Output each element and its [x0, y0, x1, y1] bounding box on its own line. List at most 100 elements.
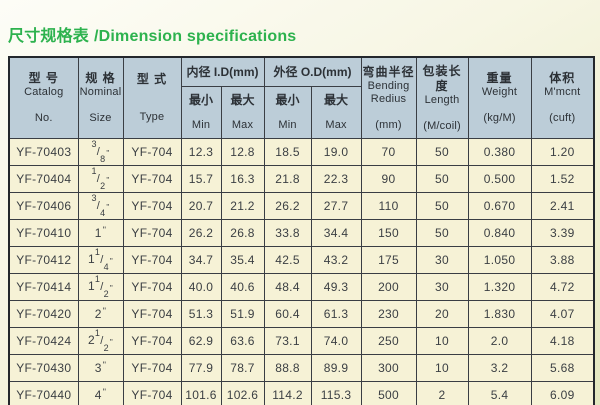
id-min-cell: 20.7 — [180, 192, 222, 220]
header-od-group: 外径 O.D(mm) — [263, 56, 362, 87]
table-body: YF-70403 3/8" YF-704 12.3 12.8 18.5 19.0 70 50 0.… — [8, 138, 595, 405]
od-max-cell: 49.3 — [310, 273, 362, 301]
od-max-cell: 89.9 — [310, 354, 362, 382]
table-row: YF-70403 3/8" YF-704 12.3 12.8 18.5 19.0 70 50 0.… — [8, 138, 595, 166]
table-row: YF-70430 3" YF-704 77.9 78.7 88.8 89.9 300 10 3.2… — [8, 354, 595, 382]
weight-cell: 1.320 — [467, 273, 532, 301]
od-max-cell: 34.4 — [310, 219, 362, 247]
od-min-cell: 18.5 — [263, 138, 312, 166]
catalog-cell: YF-70412 — [8, 246, 79, 274]
header-weight: 重量 Weight (kg/M) — [467, 56, 532, 139]
od-min-cell: 21.8 — [263, 165, 312, 193]
catalog-cell: YF-70403 — [8, 138, 79, 166]
weight-cell: 0.670 — [467, 192, 532, 220]
catalog-cell: YF-70414 — [8, 273, 79, 301]
size-cell: 11/2" — [77, 273, 124, 301]
bending-radius-cell: 90 — [360, 165, 417, 193]
volume-cell: 6.09 — [530, 381, 595, 405]
size-cell: 2" — [77, 300, 124, 328]
weight-cell: 0.840 — [467, 219, 532, 247]
header-id-group: 内径 I.D(mm) — [180, 56, 265, 87]
size-cell: 1/2" — [77, 165, 124, 193]
length-cell: 50 — [415, 219, 469, 247]
header-od-min: 最小 Min — [263, 86, 312, 139]
id-max-cell: 63.6 — [220, 327, 265, 355]
page-title-en: /Dimension specifications — [94, 28, 297, 45]
bending-radius-cell: 500 — [360, 381, 417, 405]
weight-cell: 2.0 — [467, 327, 532, 355]
table-row: YF-70440 4" YF-704 101.6 102.6 114.2 115.3 500 2… — [8, 381, 595, 405]
id-max-cell: 35.4 — [220, 246, 265, 274]
header-bending-radius: 弯曲半径 Bending Redius (mm) — [360, 56, 417, 139]
id-max-cell: 16.3 — [220, 165, 265, 193]
volume-cell: 5.68 — [530, 354, 595, 382]
weight-cell: 1.050 — [467, 246, 532, 274]
bending-radius-cell: 150 — [360, 219, 417, 247]
id-min-cell: 15.7 — [180, 165, 222, 193]
type-cell: YF-704 — [122, 300, 182, 328]
od-max-cell: 22.3 — [310, 165, 362, 193]
weight-cell: 0.500 — [467, 165, 532, 193]
table-row: YF-70412 11/4" YF-704 34.7 35.4 42.5 43.2 175 30… — [8, 246, 595, 274]
id-min-cell: 34.7 — [180, 246, 222, 274]
size-cell: 21/2" — [77, 327, 124, 355]
header-id-min: 最小 Min — [180, 86, 222, 139]
bending-radius-cell: 70 — [360, 138, 417, 166]
bending-radius-cell: 110 — [360, 192, 417, 220]
type-cell: YF-704 — [122, 138, 182, 166]
length-cell: 20 — [415, 300, 469, 328]
table-header: 型 号 Catalog No. 规 格 Nominal Size 型 式 — [8, 56, 595, 139]
od-min-cell: 88.8 — [263, 354, 312, 382]
catalog-cell: YF-70424 — [8, 327, 79, 355]
od-min-cell: 73.1 — [263, 327, 312, 355]
id-min-cell: 62.9 — [180, 327, 222, 355]
od-max-cell: 43.2 — [310, 246, 362, 274]
type-cell: YF-704 — [122, 354, 182, 382]
bending-radius-cell: 230 — [360, 300, 417, 328]
id-max-cell: 51.9 — [220, 300, 265, 328]
size-cell: 11/4" — [77, 246, 124, 274]
volume-cell: 1.52 — [530, 165, 595, 193]
volume-cell: 3.39 — [530, 219, 595, 247]
weight-cell: 3.2 — [467, 354, 532, 382]
type-cell: YF-704 — [122, 381, 182, 405]
id-min-cell: 77.9 — [180, 354, 222, 382]
od-min-cell: 48.4 — [263, 273, 312, 301]
size-cell: 3" — [77, 354, 124, 382]
type-cell: YF-704 — [122, 219, 182, 247]
length-cell: 30 — [415, 246, 469, 274]
catalog-cell: YF-70430 — [8, 354, 79, 382]
catalog-cell: YF-70420 — [8, 300, 79, 328]
length-cell: 50 — [415, 165, 469, 193]
id-max-cell: 26.8 — [220, 219, 265, 247]
volume-cell: 2.41 — [530, 192, 595, 220]
page-title-zh: 尺寸规格表 — [8, 28, 90, 45]
header-nominal-size: 规 格 Nominal Size — [77, 56, 124, 139]
length-cell: 10 — [415, 354, 469, 382]
id-max-cell: 12.8 — [220, 138, 265, 166]
type-cell: YF-704 — [122, 165, 182, 193]
id-min-cell: 12.3 — [180, 138, 222, 166]
length-cell: 50 — [415, 192, 469, 220]
header-id-max: 最大 Max — [220, 86, 265, 139]
id-max-cell: 21.2 — [220, 192, 265, 220]
od-min-cell: 114.2 — [263, 381, 312, 405]
id-max-cell: 40.6 — [220, 273, 265, 301]
volume-cell: 4.07 — [530, 300, 595, 328]
bending-radius-cell: 175 — [360, 246, 417, 274]
length-cell: 10 — [415, 327, 469, 355]
length-cell: 30 — [415, 273, 469, 301]
size-cell: 4" — [77, 381, 124, 405]
dimension-specifications-table: 型 号 Catalog No. 规 格 Nominal Size 型 式 — [8, 56, 596, 405]
length-cell: 2 — [415, 381, 469, 405]
id-min-cell: 101.6 — [180, 381, 222, 405]
table-row: YF-70424 21/2" YF-704 62.9 63.6 73.1 74.0 250 10… — [8, 327, 595, 355]
od-min-cell: 42.5 — [263, 246, 312, 274]
type-cell: YF-704 — [122, 246, 182, 274]
table-row: YF-70420 2" YF-704 51.3 51.9 60.4 61.3 230 20 1.8… — [8, 300, 595, 328]
od-max-cell: 19.0 — [310, 138, 362, 166]
od-min-cell: 60.4 — [263, 300, 312, 328]
header-volume: 体积 M'mcnt (cuft) — [530, 56, 595, 139]
id-min-cell: 51.3 — [180, 300, 222, 328]
